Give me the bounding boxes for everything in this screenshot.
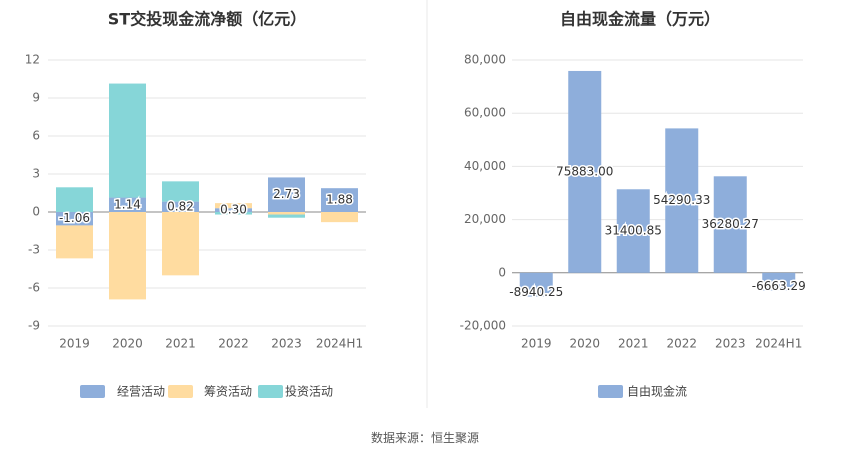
chart1-bar-投资活动 <box>109 83 146 198</box>
chart2-x-tick-label: 2019 <box>521 337 552 351</box>
chart1-bar-筹资活动 <box>56 225 93 259</box>
chart1-y-tick-label: -6 <box>28 281 40 295</box>
chart2-x-tick-label: 2021 <box>618 337 649 351</box>
chart2-bar-自由现金流 <box>568 70 602 273</box>
chart1-data-label: 1.88 <box>326 193 353 207</box>
chart1-legend-label: 筹资活动 <box>204 385 252 399</box>
chart1-bar-经营活动 <box>321 188 358 212</box>
chart1-x-tick-label: 2022 <box>218 337 249 351</box>
chart1-legend-label: 投资活动 <box>285 384 333 399</box>
chart1-x-tick-label: 2021 <box>165 337 196 351</box>
chart2-bar-自由现金流 <box>713 176 747 273</box>
chart2-bar-自由现金流 <box>665 128 699 273</box>
chart2-x-tick-label: 2023 <box>715 337 746 351</box>
chart1-y-tick-label: 0 <box>32 205 40 219</box>
chart2-x-tick-label: 2020 <box>569 337 600 351</box>
chart1-legend-swatch <box>258 385 283 398</box>
data-source: 数据来源：恒生聚源 <box>370 431 479 445</box>
chart1-bar-经营活动 <box>268 177 305 212</box>
chart2-bar-自由现金流 <box>762 272 796 291</box>
chart1-legend-swatch <box>80 385 105 398</box>
chart2-y-tick-label: 20,000 <box>464 212 506 226</box>
chart2-bar-自由现金流 <box>616 189 650 273</box>
chart2-data-label: 36280.27 <box>702 217 759 231</box>
chart1-bar-投资活动 <box>162 181 199 202</box>
chart2-data-label: 75883.00 <box>556 164 613 178</box>
chart2-title: 自由现金流量（万元） <box>560 10 720 29</box>
chart1-legend-swatch <box>168 385 193 398</box>
chart1-x-tick-label: 2024H1 <box>316 337 363 351</box>
chart1-y-tick-label: 6 <box>32 129 40 143</box>
chart2-y-tick-label: 60,000 <box>464 106 506 120</box>
chart1-bar-筹资活动 <box>268 212 305 215</box>
chart1-data-label: 0.82 <box>167 199 194 213</box>
chart1-bar-筹资活动 <box>321 212 358 223</box>
chart2-y-tick-label: -20,000 <box>460 319 506 333</box>
chart1-bar-筹资活动 <box>109 212 146 300</box>
chart1-data-label: 2.73 <box>273 187 300 201</box>
chart2-y-tick-label: 40,000 <box>464 159 506 173</box>
chart1-y-tick-label: -9 <box>28 319 40 333</box>
chart1-bar-筹资活动 <box>215 203 252 209</box>
chart2-x-tick-label: 2022 <box>666 337 697 351</box>
chart2-legend-label: 自由现金流 <box>627 384 687 399</box>
chart2-y-tick-label: 80,000 <box>464 53 506 67</box>
chart1-y-tick-label: 9 <box>32 91 40 105</box>
chart1-y-tick-label: 3 <box>32 167 40 181</box>
chart2-y-tick-label: 0 <box>498 265 506 279</box>
chart1-data-label: 0.30 <box>220 203 247 217</box>
chart1-x-tick-label: 2023 <box>271 337 302 351</box>
chart1-data-label: 1.14 <box>114 197 141 211</box>
chart2-legend-swatch <box>598 385 623 398</box>
chart1-y-tick-label: 12 <box>25 53 40 67</box>
chart1-bar-经营活动 <box>215 208 252 212</box>
chart2-data-label: 54290.33 <box>653 193 710 207</box>
chart1-legend-label: 经营活动 <box>117 385 165 399</box>
chart1-bar-投资活动 <box>268 214 305 218</box>
chart2-x-tick-label: 2024H1 <box>755 337 802 351</box>
chart1-bar-投资活动 <box>215 212 252 215</box>
chart1-bar-投资活动 <box>56 187 93 212</box>
chart1-bar-经营活动 <box>162 201 199 212</box>
chart1-title: ST交投现金流净额（亿元） <box>108 10 306 29</box>
chart2-bar-自由现金流 <box>519 272 553 297</box>
chart1-bar-筹资活动 <box>162 212 199 276</box>
chart2-data-label: -8940.25 <box>509 285 563 299</box>
chart1-y-tick-label: -3 <box>28 243 40 257</box>
chart1-x-tick-label: 2019 <box>59 337 90 351</box>
chart1-x-tick-label: 2020 <box>112 337 143 351</box>
chart1-bar-经营活动 <box>56 212 93 226</box>
chart2-data-label: -6663.29 <box>752 279 806 293</box>
chart2-data-label: 31400.85 <box>605 224 662 238</box>
chart1-data-label: -1.06 <box>59 211 90 225</box>
chart1-bar-经营活动 <box>109 197 146 212</box>
